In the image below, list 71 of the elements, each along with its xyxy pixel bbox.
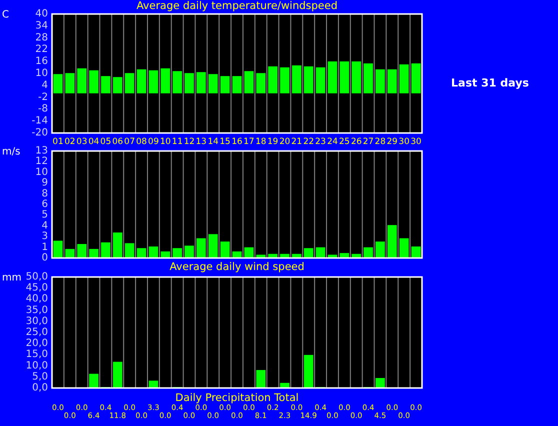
x-tick-label: 18	[255, 137, 266, 147]
y-tick-label: 45,0	[26, 282, 48, 294]
x-tick-label: 15	[220, 137, 230, 147]
x-tick-label: 06	[112, 137, 124, 147]
y-tick-label: 10,0	[26, 360, 48, 372]
y-tick-label: 28	[35, 32, 48, 44]
x-tick-label: 28	[374, 137, 386, 147]
text: Daily Precipitation Total	[175, 392, 299, 404]
y-tick-label: 1	[42, 242, 48, 253]
x-tick-label: 27	[362, 137, 374, 147]
y-tick-label: 35,0	[26, 304, 48, 316]
x-tick-label: 30	[410, 137, 422, 147]
y-tick-label: 16	[35, 56, 48, 68]
y-axis-title: C	[2, 10, 9, 20]
x-tick-label: 23	[315, 137, 326, 147]
y-tick-label: 12	[35, 156, 48, 168]
chart-title: Average daily temperature/windspeed	[136, 0, 338, 12]
x-tick-label: 05	[100, 137, 112, 147]
y-tick-label: 10	[35, 68, 48, 79]
x-tick-label: 13	[196, 137, 207, 147]
y-tick-label: 40,0	[26, 294, 48, 305]
y-tick-label: 15,0	[26, 349, 48, 360]
y-tick-label: 20,0	[26, 338, 48, 350]
text: Last 31 days	[451, 76, 530, 90]
y-tick-label: 8	[42, 188, 48, 200]
x-tick-label: 01	[52, 137, 64, 147]
y-axis-title: m/s	[2, 146, 20, 158]
y-tick-label: 22	[35, 44, 48, 56]
x-tick-label: 21	[291, 137, 302, 147]
y-tick-label: -2	[38, 92, 48, 103]
y-tick-label: 0	[42, 252, 48, 264]
y-tick-label: 0,0	[32, 382, 48, 394]
y-tick-label: 4	[42, 220, 48, 232]
y-tick-label: 50,0	[26, 272, 48, 282]
y-tick-label: 30,0	[26, 316, 48, 327]
y-tick-label: 34	[35, 20, 48, 32]
x-tick-label: 14	[208, 137, 219, 147]
x-tick-label: 03	[76, 137, 88, 147]
y-tick-label: 40	[35, 8, 48, 20]
x-tick-label: 24	[327, 137, 338, 147]
y-tick-label: 9	[42, 178, 48, 189]
x-tick-label: 02	[64, 137, 76, 147]
x-tick-label: 25	[339, 137, 350, 147]
y-tick-label: 6	[42, 199, 48, 210]
y-tick-label: -20	[32, 128, 48, 138]
x-tick-label: 16	[232, 137, 242, 147]
y-tick-label: 5	[42, 210, 48, 221]
x-tick-label: 17	[244, 137, 254, 147]
x-tick-label: 04	[88, 137, 100, 147]
y-tick-label: -8	[38, 104, 48, 115]
text: Average daily wind speed	[170, 261, 304, 273]
y-tick-label: 4	[42, 80, 48, 91]
x-tick-label: 30	[398, 137, 410, 147]
x-tick-label: 20	[279, 137, 290, 147]
x-tick-label: 22	[303, 137, 314, 147]
x-tick-label: 11	[172, 137, 183, 147]
y-tick-label: 13	[35, 146, 48, 156]
y-tick-label: 25,0	[26, 327, 48, 338]
x-tick-label: 10	[160, 137, 171, 147]
x-tick-label: 19	[267, 137, 278, 147]
x-tick-label: 12	[184, 137, 195, 147]
x-tick-label: 08	[136, 137, 147, 147]
x-tick-label: 07	[124, 137, 135, 147]
y-tick-label: 10	[35, 166, 48, 178]
x-tick-label: 29	[386, 137, 398, 147]
y-tick-label: 5,0	[32, 371, 48, 382]
y-tick-label: -14	[32, 116, 48, 127]
x-tick-label: 26	[350, 137, 362, 147]
x-tick-label: 09	[148, 137, 159, 147]
y-axis-title: mm	[2, 272, 22, 284]
y-tick-label: 3	[42, 231, 48, 242]
